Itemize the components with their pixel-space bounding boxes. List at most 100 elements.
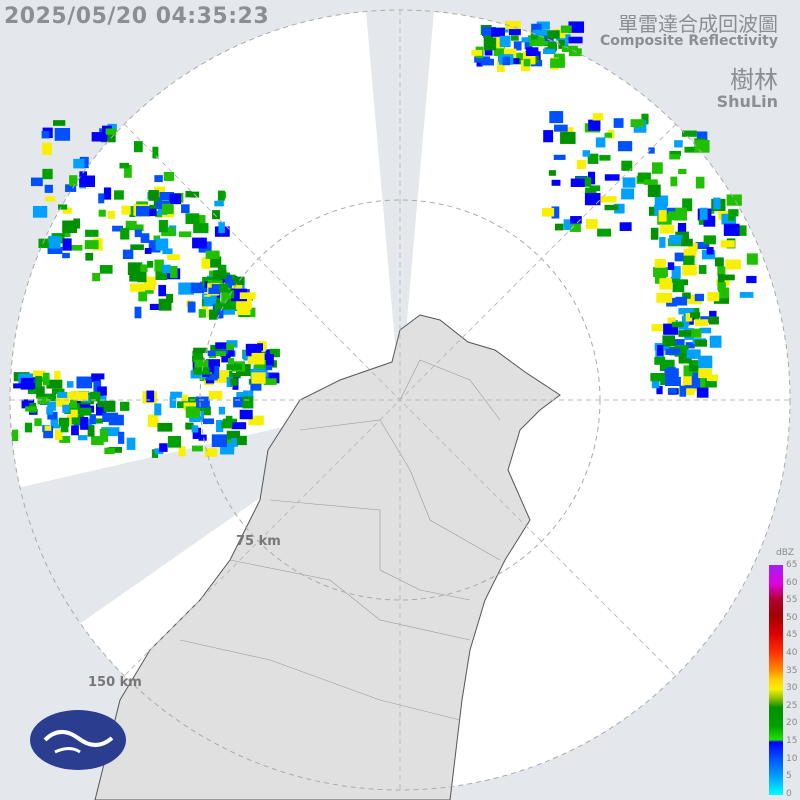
echo-cell <box>166 293 174 303</box>
echo-cell <box>34 418 42 427</box>
echo-cell <box>11 429 19 442</box>
echo-cell <box>161 227 176 237</box>
echo-cell <box>103 187 112 200</box>
range-label-150km: 150 km <box>88 675 142 690</box>
echo-cell <box>245 343 262 356</box>
echo-cell <box>694 139 710 153</box>
legend-tick: 20 <box>786 718 798 729</box>
echo-cell <box>713 297 730 304</box>
echo-cell <box>220 443 235 455</box>
echo-cell <box>503 48 517 59</box>
echo-cell <box>107 210 116 219</box>
echo-cell <box>217 264 227 272</box>
echo-cell <box>204 448 218 457</box>
echo-cell <box>99 265 113 274</box>
echo-cell <box>91 373 105 380</box>
echo-cell <box>663 323 679 335</box>
echo-cell <box>717 282 726 289</box>
echo-cell <box>125 220 137 231</box>
echo-cell <box>696 387 709 398</box>
echo-cell <box>77 435 88 441</box>
echo-cell <box>193 347 208 354</box>
echo-cell <box>44 184 53 193</box>
echo-cell <box>73 218 81 229</box>
echo-cell <box>554 124 568 132</box>
echo-cell <box>196 396 210 408</box>
echo-cell <box>98 209 106 217</box>
echo-cell <box>217 190 225 201</box>
echo-cell <box>208 390 223 400</box>
echo-cell <box>604 174 620 181</box>
echo-cell <box>147 260 154 268</box>
echo-cell <box>227 345 234 357</box>
echo-cell <box>54 128 71 141</box>
echo-cell <box>221 421 233 429</box>
echo-cell <box>251 372 266 384</box>
echo-cell <box>558 39 565 49</box>
echo-cell <box>668 387 677 394</box>
echo-cell <box>231 422 247 430</box>
echo-cell <box>91 376 101 383</box>
echo-cell <box>698 265 707 274</box>
echo-cell <box>206 359 220 367</box>
echo-cell <box>210 344 225 355</box>
taiwan-landmass <box>94 314 561 800</box>
echo-cell <box>98 193 105 204</box>
echo-cell <box>100 132 116 143</box>
echo-cell <box>667 211 683 221</box>
echo-cell <box>170 391 183 398</box>
echo-cell <box>187 301 196 313</box>
echo-cell <box>87 425 95 437</box>
echo-cell <box>723 223 740 236</box>
echo-cell <box>664 368 679 379</box>
echo-cell <box>502 56 510 66</box>
echo-cell <box>140 233 150 243</box>
echo-cell <box>654 270 667 284</box>
echo-cell <box>211 284 220 291</box>
echo-cell <box>127 262 143 275</box>
echo-cell <box>648 147 655 154</box>
echo-cell <box>211 434 227 448</box>
echo-cell <box>159 443 168 452</box>
echo-cell <box>587 153 599 164</box>
echo-cell <box>553 154 566 160</box>
legend-tick: 15 <box>786 736 798 746</box>
echo-cell <box>650 227 659 240</box>
echo-cell <box>209 366 220 379</box>
echo-cell <box>89 391 101 402</box>
echo-cell <box>194 359 209 371</box>
echo-cell <box>595 137 606 148</box>
echo-cell <box>32 205 48 218</box>
echo-cell <box>95 403 107 416</box>
legend-tick: 30 <box>786 683 798 694</box>
echo-cell <box>576 159 586 170</box>
echo-cell <box>190 282 205 294</box>
echo-cell <box>717 266 726 276</box>
legend-tick: 55 <box>786 595 798 606</box>
echo-cell <box>665 207 676 214</box>
echo-cell <box>226 377 234 388</box>
echo-cell <box>563 219 572 230</box>
echo-cell <box>161 203 174 214</box>
echo-cell <box>251 352 265 365</box>
echo-cell <box>33 370 46 378</box>
echo-cell <box>643 179 658 185</box>
echo-cell <box>162 248 173 255</box>
echo-cell <box>80 416 89 430</box>
echo-cell <box>155 238 169 251</box>
echo-cell <box>69 175 78 187</box>
echo-cell <box>58 204 68 210</box>
echo-cell <box>13 383 29 389</box>
echo-cell <box>193 367 210 375</box>
echo-cell <box>191 425 199 433</box>
legend-tick: 5 <box>786 771 792 782</box>
echo-cell <box>185 190 192 198</box>
echo-cell <box>237 307 251 316</box>
echo-cell <box>589 185 601 192</box>
echo-cell <box>739 292 754 298</box>
echo-cell <box>192 427 202 439</box>
echo-cell <box>91 132 108 142</box>
echo-cell <box>694 319 709 326</box>
echo-cell <box>674 252 684 262</box>
